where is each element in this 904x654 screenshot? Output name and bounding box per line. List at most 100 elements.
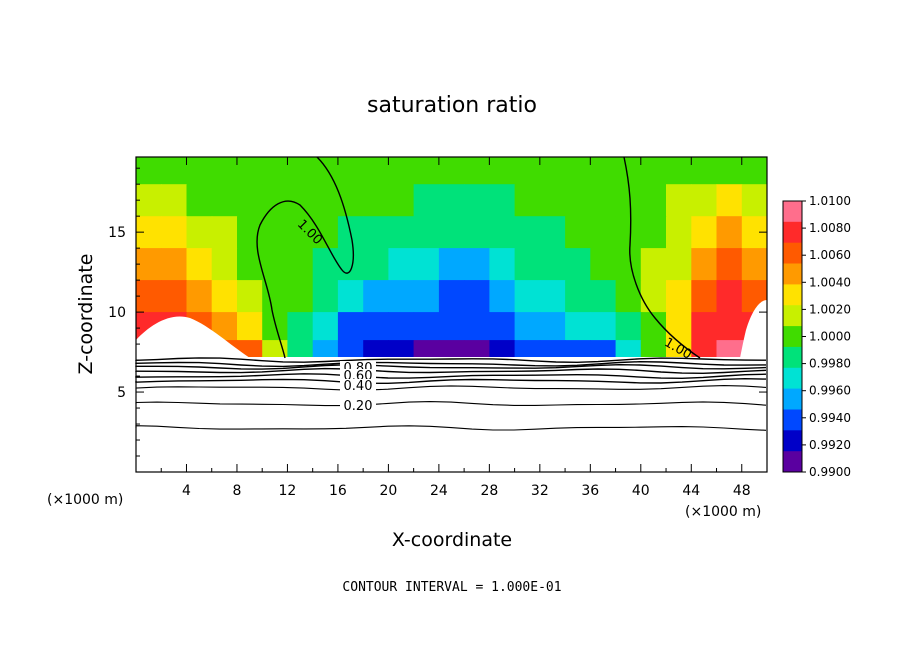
field-cell [514, 340, 541, 358]
field-cell [514, 184, 541, 217]
field-cell [590, 280, 617, 313]
colorbar-swatch [783, 409, 802, 431]
field-cell [565, 280, 591, 313]
field-cell [666, 184, 692, 217]
contour-line-lower [135, 357, 767, 364]
colorbar: 1.0100 1.0080 1.0060 1.0040 1.0020 1.0000 0.99… [782, 194, 851, 479]
field-cell [489, 340, 516, 358]
field-cell [514, 280, 541, 313]
field-cell [237, 280, 263, 313]
contour-line-lower [135, 363, 767, 370]
field-cell [565, 340, 591, 358]
contour-label: 0.20 [344, 399, 373, 414]
field-cell [186, 248, 213, 281]
x-tick-label: 40 [632, 483, 650, 499]
field-cell [514, 312, 541, 341]
out-of-range-patch-right [740, 300, 767, 358]
y-axis-label: Z-coordinate [75, 254, 97, 375]
field-cell [388, 312, 415, 341]
field-cell [590, 216, 617, 249]
x-tick-label: 48 [733, 483, 751, 499]
field-cell [363, 280, 389, 313]
field-cell [237, 340, 263, 358]
field-cell [666, 340, 692, 358]
field-cell [237, 184, 263, 217]
x-tick-label: 16 [329, 483, 347, 499]
field-cell [741, 157, 767, 185]
field-cell [388, 184, 415, 217]
field-cell [136, 280, 162, 313]
field-cell [161, 184, 187, 217]
field-cell [590, 340, 617, 358]
field-cell [337, 340, 364, 358]
field-cell [363, 157, 389, 185]
field-cell [262, 157, 288, 185]
lower-region [136, 357, 767, 472]
field-cell [615, 312, 642, 341]
field-cell [640, 184, 667, 217]
field-cell [590, 312, 617, 341]
field-cell [438, 216, 465, 249]
contour-line-lower [135, 385, 767, 391]
field-cell [691, 280, 718, 313]
colorbar-label: 0.9940 [809, 411, 851, 425]
y-tick-label: 10 [108, 305, 126, 321]
contour-line-lower [135, 377, 767, 385]
field-cell [337, 280, 364, 313]
field-cell [565, 216, 591, 249]
field-cell [388, 280, 415, 313]
x-tick-label: 28 [480, 483, 498, 499]
x-tick-label: 8 [232, 483, 241, 499]
field-cell [413, 280, 440, 313]
field-cell [363, 248, 389, 281]
field-cell [262, 312, 288, 341]
field-cell [666, 216, 692, 249]
field-cell [489, 216, 516, 249]
field-cell [438, 248, 465, 281]
field-cell [565, 184, 591, 217]
field-cell [464, 312, 490, 341]
x-unit-left: (×1000 m) [47, 492, 123, 508]
field-cell [539, 340, 566, 358]
x-unit-right: (×1000 m) [685, 504, 761, 520]
out-of-range-patch-left [136, 316, 250, 358]
field-cell [640, 157, 667, 185]
x-tick-label: 44 [682, 483, 700, 499]
field-cell [691, 157, 718, 185]
contour-line-lower [135, 425, 767, 431]
colorbar-swatch [783, 305, 802, 327]
colorbar-swatch [783, 388, 802, 410]
field-cell [590, 157, 617, 185]
field-cell [716, 157, 743, 185]
field-cell [438, 340, 465, 358]
colorbar-swatch [783, 284, 802, 306]
field-cell [640, 216, 667, 249]
field-cell [565, 248, 591, 281]
contour-interval-note: CONTOUR INTERVAL = 1.000E-01 [342, 580, 561, 595]
field-cell [337, 157, 364, 185]
field-cell [666, 312, 692, 341]
field-cell [262, 184, 288, 217]
field-cell [716, 184, 743, 217]
field-cell [363, 340, 389, 358]
field-cell [514, 248, 541, 281]
field-cell [691, 184, 718, 217]
colorbar-label: 1.0060 [809, 248, 851, 262]
colorbar-label: 1.0080 [809, 221, 851, 235]
field-cell [691, 216, 718, 249]
field-cell [161, 280, 187, 313]
field-cell [161, 248, 187, 281]
field-cell [388, 340, 415, 358]
field-cell [489, 184, 516, 217]
colorbar-label: 0.9980 [809, 357, 851, 371]
colorbar-swatch [783, 346, 802, 369]
field-cell [312, 280, 339, 313]
field-cell [514, 157, 541, 185]
field-cell [716, 280, 743, 313]
contour-1.00-right [623, 156, 701, 359]
field-cell [539, 216, 566, 249]
field-cell [615, 340, 642, 358]
contour-label: 0.40 [344, 379, 373, 394]
field-cell [489, 157, 516, 185]
